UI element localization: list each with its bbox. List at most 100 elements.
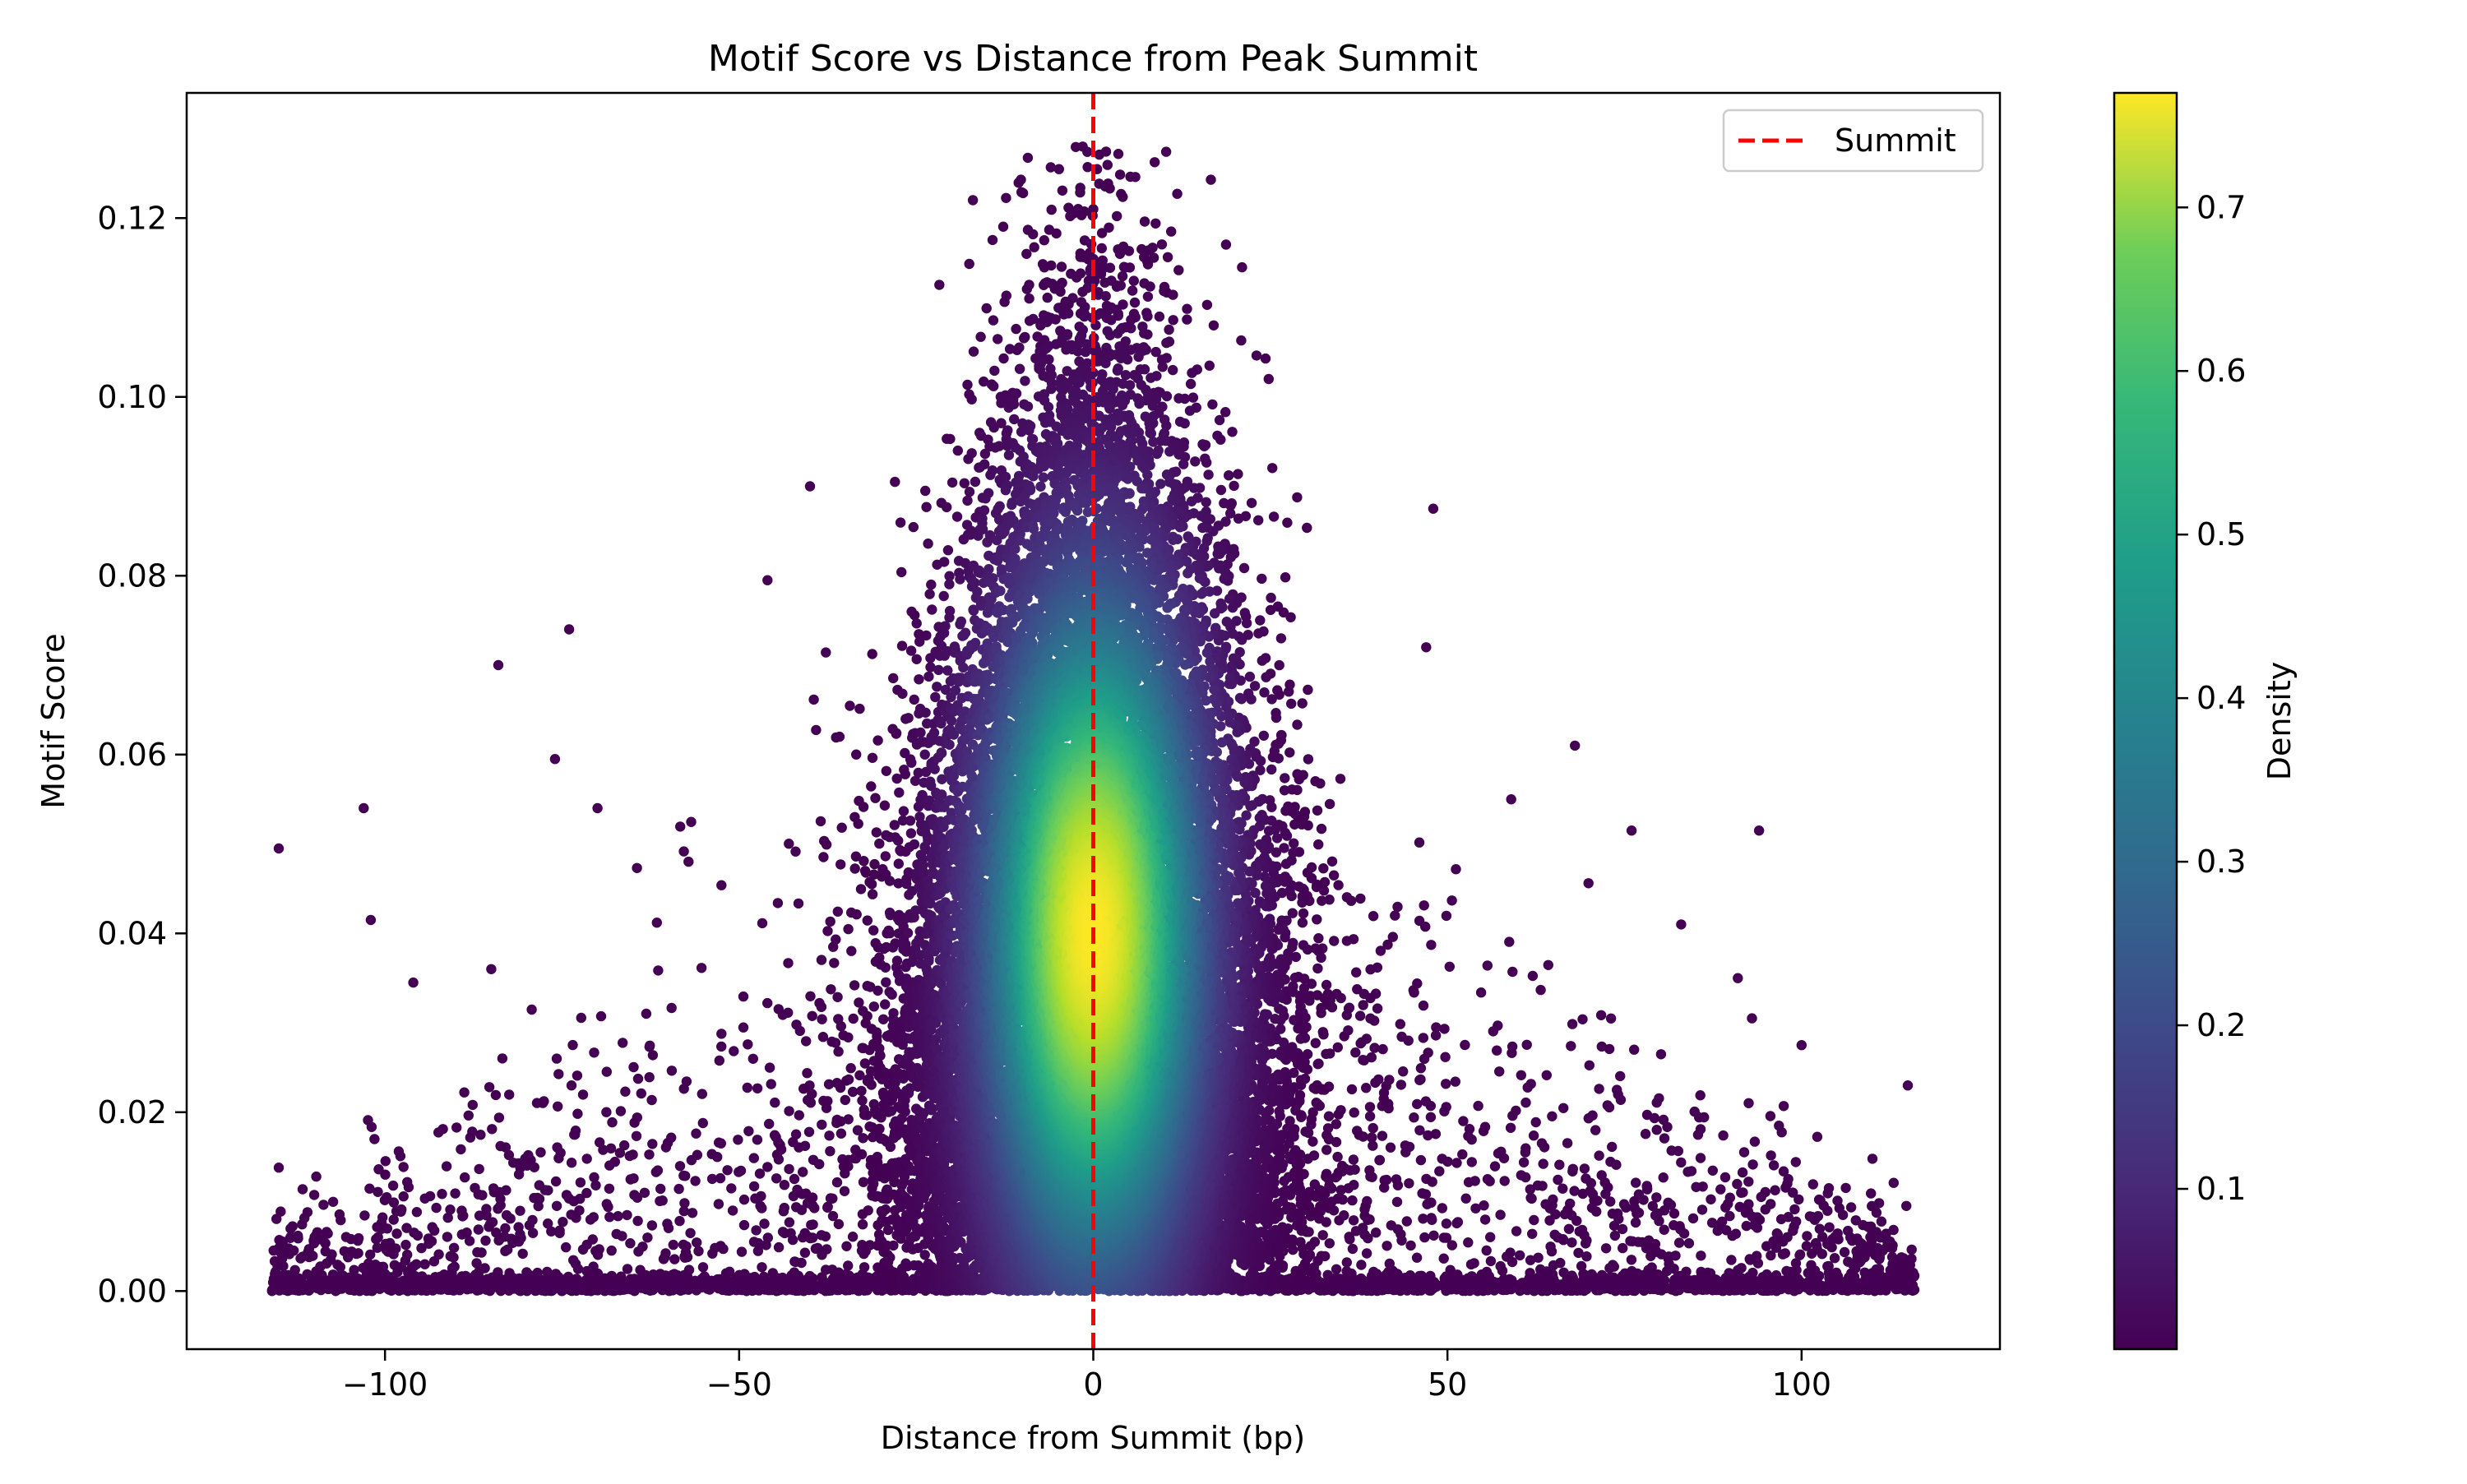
- data-point: [1451, 864, 1460, 874]
- data-point: [607, 1117, 617, 1127]
- data-point: [968, 195, 978, 205]
- data-point: [1770, 1186, 1780, 1195]
- data-point: [837, 823, 847, 833]
- data-point: [487, 1124, 497, 1134]
- data-point: [998, 354, 1008, 363]
- data-point: [1641, 1129, 1650, 1139]
- data-point: [1757, 1285, 1766, 1295]
- data-point: [1317, 895, 1326, 905]
- data-point: [451, 1122, 461, 1132]
- data-point: [1631, 1177, 1641, 1187]
- data-point: [1104, 183, 1114, 193]
- data-point: [867, 879, 877, 889]
- data-point: [442, 1161, 451, 1171]
- data-point: [1615, 1071, 1625, 1081]
- data-point: [821, 1232, 831, 1241]
- data-point: [461, 1227, 471, 1237]
- data-point: [303, 1247, 313, 1257]
- data-point: [1528, 971, 1538, 981]
- data-point: [1358, 1055, 1368, 1065]
- data-point: [833, 907, 843, 917]
- data-point: [667, 1003, 677, 1013]
- data-point: [1321, 1049, 1331, 1059]
- data-point: [1057, 261, 1067, 271]
- data-point: [791, 1130, 801, 1140]
- data-point: [501, 1186, 511, 1195]
- data-point: [409, 1261, 419, 1271]
- data-point: [1368, 911, 1378, 921]
- data-point: [1776, 1214, 1786, 1224]
- data-point: [601, 1107, 611, 1117]
- data-point: [1451, 1218, 1461, 1228]
- data-point: [674, 1216, 684, 1226]
- data-point: [1652, 1098, 1662, 1107]
- data-point: [939, 557, 949, 566]
- data-point: [637, 1241, 647, 1251]
- data-point: [1201, 457, 1211, 467]
- data-point: [1486, 1256, 1496, 1266]
- data-point: [274, 1163, 284, 1172]
- data-point: [1342, 1010, 1352, 1020]
- data-point: [843, 924, 853, 934]
- data-point: [1659, 1225, 1669, 1235]
- data-point: [1811, 1238, 1821, 1248]
- data-point: [1318, 1027, 1328, 1037]
- data-point: [866, 781, 876, 791]
- data-point: [1684, 1238, 1694, 1248]
- data-point: [818, 1032, 828, 1042]
- data-point: [280, 1279, 290, 1289]
- data-point: [574, 1205, 584, 1215]
- data-point: [743, 1083, 752, 1093]
- data-point: [808, 1232, 817, 1242]
- data-point: [872, 986, 882, 996]
- data-point: [1667, 1145, 1677, 1155]
- data-point: [437, 1124, 447, 1134]
- data-point: [1720, 1172, 1730, 1182]
- data-point: [802, 1068, 812, 1078]
- data-point: [1400, 1140, 1410, 1150]
- data-point: [572, 1109, 582, 1119]
- data-point: [399, 1191, 409, 1201]
- data-point: [1112, 282, 1122, 292]
- data-point: [1352, 1126, 1362, 1135]
- data-point: [1605, 1157, 1615, 1167]
- data-point: [1161, 338, 1171, 348]
- data-point: [897, 689, 907, 699]
- data-point: [1103, 159, 1113, 169]
- data-point: [1219, 498, 1229, 508]
- data-point: [738, 992, 748, 1001]
- data-point: [1739, 1147, 1749, 1157]
- data-point: [552, 1201, 562, 1211]
- data-point: [390, 1260, 400, 1270]
- data-point: [1377, 1101, 1387, 1111]
- data-point: [885, 928, 895, 938]
- data-point: [369, 1134, 379, 1144]
- data-point: [825, 1146, 835, 1156]
- data-point: [298, 1184, 308, 1194]
- data-point: [822, 1244, 831, 1254]
- data-point: [1603, 1100, 1613, 1110]
- data-point: [1412, 1099, 1422, 1109]
- data-point: [800, 1141, 810, 1151]
- data-point: [683, 1252, 692, 1262]
- data-point: [934, 280, 944, 289]
- data-point: [1439, 1107, 1449, 1116]
- data-point: [1743, 1177, 1753, 1186]
- data-point: [1846, 1202, 1856, 1212]
- data-point: [1255, 615, 1265, 625]
- data-point: [1597, 1170, 1607, 1180]
- data-point: [516, 1233, 525, 1243]
- data-point: [1877, 1217, 1886, 1227]
- data-point: [1361, 1083, 1371, 1093]
- data-point: [396, 1151, 405, 1161]
- data-point: [683, 857, 693, 867]
- data-point: [1417, 1188, 1427, 1198]
- data-point: [1143, 259, 1153, 269]
- data-point: [636, 1089, 646, 1098]
- data-point: [774, 1154, 784, 1164]
- data-point: [1431, 1030, 1441, 1040]
- data-point: [530, 1163, 539, 1172]
- data-point: [863, 1205, 873, 1215]
- data-point: [653, 1165, 663, 1175]
- data-point: [1289, 1015, 1298, 1025]
